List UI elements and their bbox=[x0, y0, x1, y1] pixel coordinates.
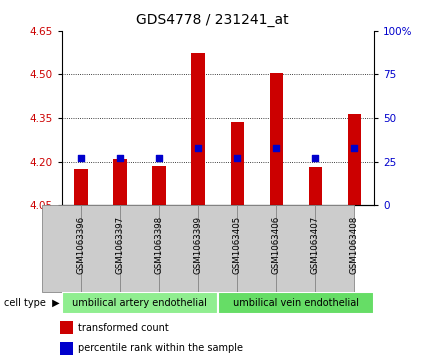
Bar bbox=[309, 167, 322, 205]
Text: cell type  ▶: cell type ▶ bbox=[4, 298, 60, 308]
Text: GSM1063396: GSM1063396 bbox=[76, 216, 86, 274]
Point bbox=[117, 155, 124, 161]
Text: GSM1063406: GSM1063406 bbox=[272, 216, 281, 274]
Bar bbox=[60, 321, 73, 334]
Text: umbilical vein endothelial: umbilical vein endothelial bbox=[233, 298, 359, 308]
Bar bbox=[120, 205, 159, 292]
Bar bbox=[276, 205, 315, 292]
Point bbox=[234, 155, 241, 161]
Point bbox=[312, 155, 319, 161]
Bar bbox=[153, 166, 166, 205]
Point bbox=[273, 145, 280, 151]
Bar bbox=[62, 292, 218, 314]
Bar bbox=[159, 205, 198, 292]
Bar bbox=[315, 205, 354, 292]
Bar bbox=[60, 342, 73, 355]
Bar bbox=[198, 205, 237, 292]
Bar bbox=[269, 73, 283, 205]
Point bbox=[78, 155, 85, 161]
Text: GSM1063399: GSM1063399 bbox=[194, 216, 203, 274]
Text: GSM1063408: GSM1063408 bbox=[350, 216, 359, 274]
Point bbox=[195, 145, 202, 151]
Bar bbox=[218, 292, 374, 314]
Text: GSM1063398: GSM1063398 bbox=[155, 216, 164, 274]
Bar bbox=[113, 159, 127, 205]
Bar bbox=[348, 114, 361, 205]
Text: GSM1063405: GSM1063405 bbox=[233, 216, 242, 274]
Bar bbox=[191, 53, 205, 205]
Text: GSM1063397: GSM1063397 bbox=[116, 216, 125, 274]
Point bbox=[351, 145, 358, 151]
Bar bbox=[237, 205, 276, 292]
Point bbox=[156, 155, 163, 161]
Bar bbox=[74, 169, 88, 205]
Bar bbox=[42, 205, 81, 292]
Bar bbox=[81, 205, 120, 292]
Text: transformed count: transformed count bbox=[77, 323, 168, 333]
Bar bbox=[230, 122, 244, 205]
Text: umbilical artery endothelial: umbilical artery endothelial bbox=[72, 298, 207, 308]
Text: percentile rank within the sample: percentile rank within the sample bbox=[77, 343, 243, 354]
Text: GDS4778 / 231241_at: GDS4778 / 231241_at bbox=[136, 13, 289, 27]
Text: GSM1063407: GSM1063407 bbox=[311, 216, 320, 274]
